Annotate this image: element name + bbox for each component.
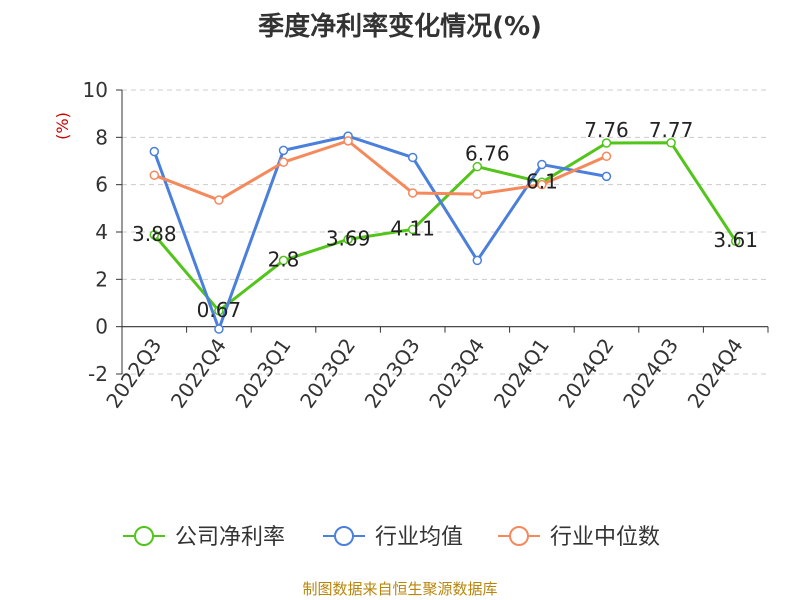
y-tick-label: 2: [95, 267, 108, 291]
data-label: 6.76: [465, 142, 510, 166]
data-point: [601, 171, 612, 182]
y-tick-label: 10: [83, 78, 108, 102]
data-point: [214, 324, 224, 334]
x-tick-label: 2024Q4: [683, 334, 748, 413]
x-tick-label: 2024Q3: [618, 334, 683, 413]
data-point: [149, 230, 160, 240]
data-point: [278, 255, 289, 266]
data-point: [407, 224, 418, 235]
source-note: 制图数据来自恒生聚源数据库: [302, 580, 498, 598]
legend-label-1: 行业均值: [375, 525, 463, 550]
data-point: [407, 152, 418, 163]
y-axis-label: (%): [53, 112, 72, 140]
x-tick-label: 2024Q1: [489, 334, 554, 413]
data-point: [537, 179, 547, 190]
y-tick-label: 4: [95, 220, 108, 244]
data-label: 2.8: [268, 247, 300, 271]
data-point: [537, 159, 547, 170]
series-layer: [149, 131, 741, 334]
data-point: [472, 189, 483, 199]
data-label: 6.1: [526, 169, 558, 193]
data-point: [472, 255, 483, 266]
data-point: [730, 236, 741, 246]
data-point: [601, 138, 612, 148]
y-tick-label: -2: [88, 362, 108, 386]
x-tick-label: 2022Q4: [166, 334, 231, 413]
data-point: [343, 136, 353, 146]
data-point: [214, 195, 224, 205]
x-tick-label: 2023Q3: [360, 334, 425, 413]
x-tick-label: 2022Q3: [101, 334, 166, 413]
x-tick-label: 2023Q2: [295, 334, 360, 413]
data-label: 0.67: [197, 298, 242, 322]
chart-title: 季度净利率变化情况(%): [258, 12, 542, 42]
series-line-0: [153, 141, 737, 313]
data-point: [278, 145, 289, 156]
legend-marker-1: [334, 526, 354, 546]
series-line-2: [153, 139, 608, 202]
x-tick-label: 2024Q2: [553, 334, 618, 413]
legend-label-2: 行业中位数: [550, 525, 660, 550]
data-point: [149, 170, 160, 180]
data-point: [407, 188, 418, 198]
legend-label-0: 公司净利率: [175, 525, 285, 550]
data-label: 3.61: [713, 228, 758, 252]
data-label: 4.11: [390, 216, 435, 240]
data-label: 3.88: [132, 222, 177, 246]
data-label: 7.77: [649, 118, 694, 142]
data-point: [214, 306, 224, 316]
data-point: [343, 234, 353, 245]
data-label: 3.69: [326, 226, 371, 250]
data-point: [149, 146, 160, 157]
data-point: [472, 161, 483, 172]
data-label-layer: 3.88 0.67 2.8 3.69 4.11 6.76 6.1 7.76 7.77 3.61: [132, 118, 758, 322]
data-point: [601, 151, 612, 162]
x-tick-label: 2023Q4: [424, 334, 489, 413]
y-tick-label: 6: [95, 173, 108, 197]
legend-marker-2: [509, 526, 529, 546]
data-point: [278, 157, 289, 167]
x-tick-label: 2023Q1: [230, 334, 295, 413]
series-line-1: [152, 134, 607, 331]
y-tick-label: 0: [95, 315, 108, 339]
data-label: 7.76: [584, 118, 629, 142]
legend-marker-0: [134, 526, 154, 546]
y-tick-label: 8: [95, 125, 108, 149]
legend: 公司净利率 行业均值 行业中位数: [123, 525, 660, 550]
data-point: [666, 138, 676, 148]
